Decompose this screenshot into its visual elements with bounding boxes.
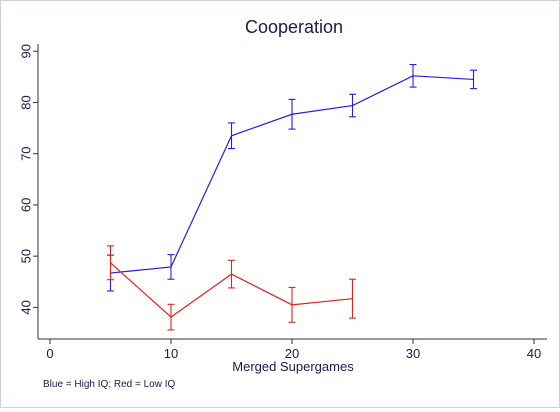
- data-point: [351, 298, 354, 300]
- series-1: [107, 245, 356, 331]
- y-axis-ticks: 40 50 60 70 80 90: [18, 44, 38, 315]
- y-tick-label: 50: [18, 249, 33, 263]
- data-point: [351, 104, 354, 107]
- data-point: [109, 262, 112, 264]
- data-point: [230, 273, 233, 275]
- x-tick-label: 30: [406, 346, 420, 361]
- y-tick-label: 80: [18, 95, 33, 109]
- data-point: [472, 78, 475, 81]
- data-point: [291, 304, 293, 306]
- data-point: [170, 316, 172, 318]
- x-axis-ticks: 0 10 20 30 40: [46, 339, 541, 361]
- x-tick-label: 20: [285, 346, 299, 361]
- chart-title: Cooperation: [245, 17, 343, 37]
- x-tick-label: 40: [527, 346, 541, 361]
- y-tick-label: 90: [18, 44, 33, 58]
- chart-note: Blue = High IQ; Red = Low IQ: [43, 379, 176, 390]
- y-tick-label: 40: [18, 300, 33, 314]
- data-point: [412, 75, 414, 77]
- x-tick-label: 0: [46, 346, 53, 361]
- data-point: [291, 113, 293, 115]
- data-point: [230, 135, 233, 137]
- y-tick-label: 70: [18, 146, 33, 160]
- y-tick-label: 60: [18, 198, 33, 212]
- x-axis-label: Merged Supergames: [232, 359, 354, 374]
- x-tick-label: 10: [164, 346, 178, 361]
- series-0: [107, 64, 477, 292]
- series-layer: [107, 64, 477, 331]
- data-point: [170, 266, 172, 268]
